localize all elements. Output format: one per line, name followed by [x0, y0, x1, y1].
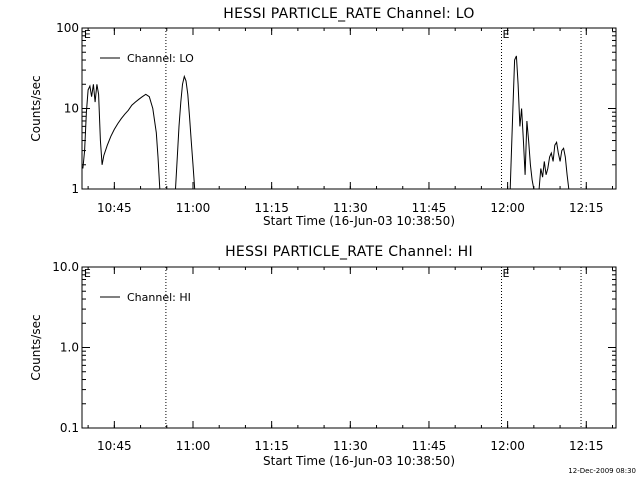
- lo-channel-panel: HESSI PARTICLE_RATE Channel: LO 10:45 11:0…: [29, 6, 616, 228]
- x-tick-label: 11:45: [412, 439, 447, 453]
- x-tick-label: 12:00: [490, 439, 525, 453]
- legend-entry: Channel: LO: [127, 52, 194, 65]
- timestamp-label: 12-Dec-2009 08:30: [568, 467, 636, 475]
- y-tick-label: 0.1: [60, 421, 79, 435]
- series-line: [176, 77, 195, 190]
- marker-label: E: [84, 267, 91, 280]
- x-tick-label: 10:45: [97, 439, 132, 453]
- y-tick-label: 10: [64, 102, 79, 116]
- y-tick-label: 1: [71, 182, 79, 196]
- series-line: [510, 56, 534, 189]
- x-tick-label: 11:15: [254, 201, 289, 215]
- x-tick-label: 12:15: [569, 201, 604, 215]
- series-line: [539, 142, 569, 189]
- x-axis-label: Start Time (16-Jun-03 10:38:50): [263, 214, 455, 228]
- y-tick-label: 100: [56, 21, 79, 35]
- series-line: [83, 84, 160, 189]
- x-tick-label: 11:15: [254, 439, 289, 453]
- y-tick-label: 1.0: [60, 341, 79, 355]
- x-tick-label: 12:15: [569, 439, 604, 453]
- marker-label: E: [503, 28, 510, 41]
- y-axis-label: Counts/sec: [29, 314, 43, 380]
- y-tick-label: 10.0: [52, 260, 79, 274]
- x-tick-label: 11:00: [176, 201, 211, 215]
- x-tick-label: 10:45: [97, 201, 132, 215]
- chart-title: HESSI PARTICLE_RATE Channel: HI: [225, 244, 473, 260]
- y-axis-label: Counts/sec: [29, 75, 43, 141]
- x-tick-label: 11:30: [333, 439, 368, 453]
- x-tick-label: 11:30: [333, 201, 368, 215]
- marker-label: E: [84, 28, 91, 41]
- x-axis-label: Start Time (16-Jun-03 10:38:50): [263, 454, 455, 468]
- legend-entry: Channel: HI: [127, 291, 191, 304]
- x-tick-label: 11:00: [176, 439, 211, 453]
- chart-title: HESSI PARTICLE_RATE Channel: LO: [223, 6, 474, 22]
- x-tick-label: 11:45: [412, 201, 447, 215]
- hi-channel-panel: HESSI PARTICLE_RATE Channel: HI 10:45 11:0…: [29, 244, 616, 468]
- marker-label: E: [503, 267, 510, 280]
- x-tick-label: 12:00: [490, 201, 525, 215]
